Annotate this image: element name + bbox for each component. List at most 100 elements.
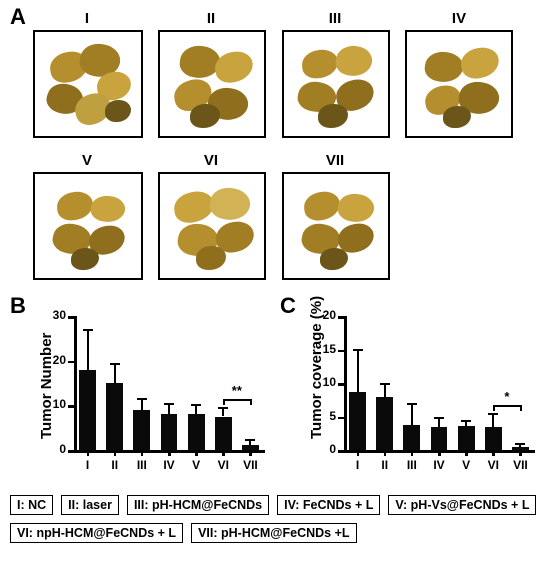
x-tick [195,450,198,456]
bar [133,410,150,450]
y-tick [338,450,344,453]
x-tick [87,450,90,456]
x-tick-label: VII [235,458,265,472]
bar [376,397,393,450]
error-bar [87,329,89,369]
photo-box-V [33,172,143,280]
x-tick [438,450,441,456]
bar [431,427,448,450]
bar [485,427,502,450]
roman-VII: VII [320,152,350,169]
y-tick [68,405,74,408]
x-tick [492,450,495,456]
error-bar-cap [461,420,471,422]
bar [188,414,205,450]
organ-blob [302,190,342,223]
x-tick-label: V [181,458,211,472]
photo-box-VI [158,172,266,280]
y-tick [338,350,344,353]
organ-blob [208,185,253,223]
x-tick-label: VI [478,458,508,472]
y-tick [338,417,344,420]
y-tick-label: 0 [308,442,336,456]
legend-VII: VII: pH-HCM@FeCNDs +L [191,523,356,543]
organ-blob [320,248,348,270]
sig-bracket-side [493,405,495,411]
legend-II: II: laser [61,495,119,515]
error-bar-cap [488,413,498,415]
x-tick [249,450,252,456]
y-axis-title: Tumor coverage (%) [308,296,325,439]
legend-row-2: VI: npH-HCM@FeCNDs + L VII: pH-HCM@FeCND… [10,523,542,543]
bar [349,392,366,450]
bar [403,425,420,450]
panel-label-c: C [280,293,296,319]
error-bar-cap [434,417,444,419]
x-tick-label: V [451,458,481,472]
organ-blob [459,46,501,81]
error-bar-cap [380,383,390,385]
organ-blob [213,49,256,85]
x-tick-label: VII [505,458,535,472]
organ-blob [89,194,126,224]
organ-blob [190,104,220,128]
x-tick-label: II [370,458,400,472]
legend-IV: IV: FeCNDs + L [277,495,380,515]
error-bar-cap [164,403,174,405]
x-tick-label: III [127,458,157,472]
sig-bracket [493,405,520,407]
error-bar-cap [83,329,93,331]
organ-blob [56,190,95,222]
x-tick [222,450,225,456]
error-bar-cap [353,349,363,351]
x-tick [411,450,414,456]
roman-VI: VI [196,152,226,169]
legend-III: III: pH-HCM@FeCNDs [127,495,269,515]
chart-b: 0102030Tumor NumberIIIIIIIVVVIVII** [30,300,270,480]
legend-V: V: pH-Vs@FeCNDs + L [388,495,536,515]
error-bar-cap [110,363,120,365]
error-bar-cap [515,443,525,445]
sig-bracket-side [223,399,225,405]
bar [215,417,232,451]
y-tick [68,450,74,453]
error-bar-cap [245,439,255,441]
sig-label: ** [225,383,249,398]
organ-blob [301,48,340,80]
x-tick [114,450,117,456]
organ-blob [105,100,131,122]
organ-blob [318,104,348,128]
error-bar [492,413,494,427]
error-bar [384,383,386,397]
roman-II: II [196,10,226,27]
error-bar [114,363,116,383]
error-bar [411,403,413,425]
x-tick [357,450,360,456]
x-tick-label: III [397,458,427,472]
x-tick [168,450,171,456]
x-tick [519,450,522,456]
bar [79,370,96,450]
photo-box-VII [282,172,390,280]
organ-blob [334,44,374,79]
y-axis-title: Tumor Number [38,333,55,439]
sig-bracket [223,399,250,401]
y-tick [338,383,344,386]
bar [161,414,178,450]
x-tick-label: I [343,458,373,472]
x-tick [465,450,468,456]
photo-box-III [282,30,390,138]
roman-V: V [72,152,102,169]
y-tick-label: 30 [38,308,66,322]
y-axis [344,316,347,451]
bar [106,383,123,450]
photo-box-II [158,30,266,138]
sig-label: * [495,389,519,404]
organ-blob [443,106,471,128]
legend-row-1: I: NC II: laser III: pH-HCM@FeCNDs IV: F… [10,495,542,515]
x-tick-label: VI [208,458,238,472]
y-tick [338,316,344,319]
legend-I: I: NC [10,495,53,515]
error-bar-cap [191,404,201,406]
organ-blob [71,248,99,270]
